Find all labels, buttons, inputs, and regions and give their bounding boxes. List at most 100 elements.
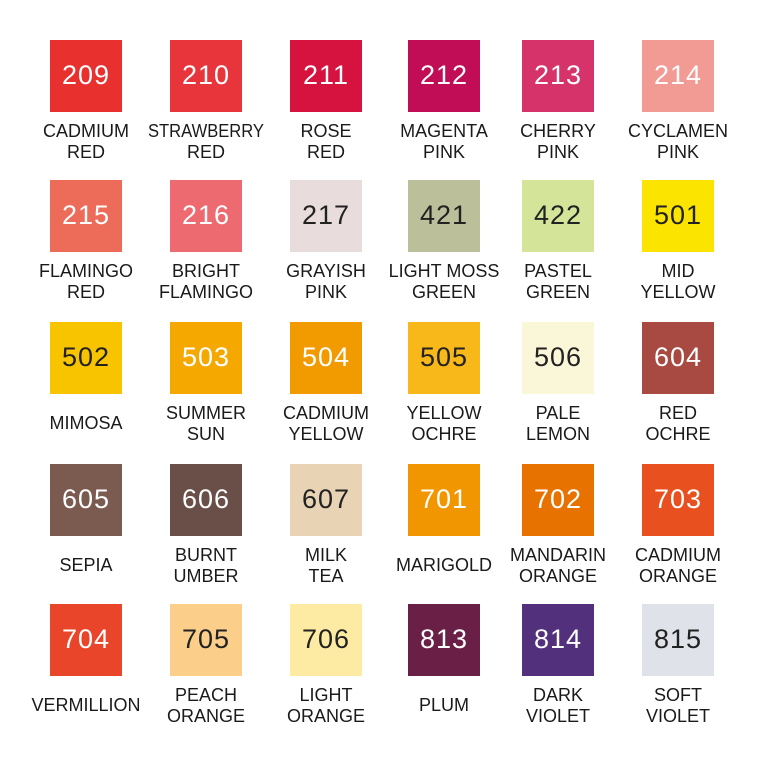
- swatch-name: SUMMER: [166, 403, 246, 423]
- swatch-code: 422: [534, 200, 582, 230]
- swatch: [170, 322, 242, 394]
- swatch: [290, 604, 362, 676]
- swatch: [290, 180, 362, 252]
- swatch: [642, 180, 714, 252]
- swatch-code: 604: [654, 342, 702, 372]
- swatch-code: 701: [420, 484, 468, 514]
- swatch-name: STRAWBERRY: [148, 121, 264, 141]
- swatch-name: GREEN: [412, 282, 476, 302]
- swatch-name: MANDARIN: [510, 545, 606, 565]
- swatch-name: BRIGHT: [172, 261, 240, 281]
- swatch-name: CADMIUM: [43, 121, 129, 141]
- swatch-name: ORANGE: [639, 566, 717, 586]
- swatch-name: TEA: [308, 566, 343, 586]
- swatch-name: SUN: [187, 424, 225, 444]
- swatch-name: PINK: [305, 282, 347, 302]
- swatch-code: 210: [182, 60, 230, 90]
- swatch-name: LEMON: [526, 424, 590, 444]
- swatch-name: YELLOW: [288, 424, 363, 444]
- swatch-name: VIOLET: [646, 706, 710, 726]
- swatch-code: 209: [62, 60, 110, 90]
- swatch-name: MIMOSA: [49, 413, 122, 433]
- swatch: [290, 464, 362, 536]
- swatch: [50, 464, 122, 536]
- swatch-code: 211: [303, 60, 349, 90]
- swatch: [170, 40, 242, 112]
- swatch-name: CHERRY: [520, 121, 596, 141]
- swatch-code: 815: [654, 624, 702, 654]
- swatch-name: VERMILLION: [31, 695, 140, 715]
- swatch-name: PASTEL: [524, 261, 592, 281]
- swatch-name: DARK: [533, 685, 583, 705]
- swatch-code: 704: [62, 624, 110, 654]
- swatch-code: 421: [420, 200, 468, 230]
- swatch-name: OCHRE: [411, 424, 476, 444]
- swatch-name: CADMIUM: [635, 545, 721, 565]
- swatch-name: OCHRE: [645, 424, 710, 444]
- swatch: [50, 604, 122, 676]
- swatch-name: RED: [67, 282, 105, 302]
- swatch-name: CADMIUM: [283, 403, 369, 423]
- swatch: [642, 322, 714, 394]
- swatch-name: MAGENTA: [400, 121, 488, 141]
- swatch-name: RED: [67, 142, 105, 162]
- swatch: [170, 464, 242, 536]
- swatch: [642, 464, 714, 536]
- swatch: [522, 604, 594, 676]
- swatch-code: 503: [182, 342, 230, 372]
- swatch: [522, 322, 594, 394]
- swatch-name: ORANGE: [287, 706, 365, 726]
- swatch: [50, 322, 122, 394]
- swatch-name: MARIGOLD: [396, 555, 492, 575]
- swatch-code: 703: [654, 484, 702, 514]
- swatch-code: 214: [654, 60, 702, 90]
- swatch: [408, 40, 480, 112]
- swatch: [170, 604, 242, 676]
- swatch-code: 505: [420, 342, 468, 372]
- swatch-code: 702: [534, 484, 582, 514]
- swatch-name: SOFT: [654, 685, 702, 705]
- swatch: [522, 40, 594, 112]
- swatch-name: RED: [307, 142, 345, 162]
- swatch-name: PINK: [537, 142, 579, 162]
- swatch-name: CYCLAMEN: [628, 121, 728, 141]
- swatch: [290, 40, 362, 112]
- swatch-name: MID: [662, 261, 695, 281]
- swatch-name: FLAMINGO: [39, 261, 133, 281]
- swatch-name: VIOLET: [526, 706, 590, 726]
- swatch: [642, 604, 714, 676]
- swatch: [290, 322, 362, 394]
- swatch-code: 605: [62, 484, 110, 514]
- swatch-code: 217: [302, 200, 350, 230]
- swatch: [642, 40, 714, 112]
- swatch-code: 506: [534, 342, 582, 372]
- swatch-name: PLUM: [419, 695, 469, 715]
- swatch-code: 501: [654, 200, 702, 230]
- swatch-code: 212: [420, 60, 468, 90]
- swatch: [170, 180, 242, 252]
- swatch-name: ORANGE: [519, 566, 597, 586]
- swatch-code: 216: [182, 200, 230, 230]
- swatch: [50, 180, 122, 252]
- swatch: [408, 464, 480, 536]
- swatch-code: 504: [302, 342, 350, 372]
- swatch-code: 706: [302, 624, 350, 654]
- swatch-code: 213: [534, 60, 582, 90]
- swatch-code: 814: [534, 624, 582, 654]
- swatch-name: GREEN: [526, 282, 590, 302]
- swatch-name: PINK: [657, 142, 699, 162]
- swatch: [408, 180, 480, 252]
- swatch-name: ROSE: [300, 121, 351, 141]
- swatch-name: RED: [659, 403, 697, 423]
- swatch-name: BURNT: [175, 545, 237, 565]
- swatch-name: FLAMINGO: [159, 282, 253, 302]
- swatch-name: PEACH: [175, 685, 237, 705]
- swatch-code: 705: [182, 624, 230, 654]
- swatch-name: PINK: [423, 142, 465, 162]
- swatch: [522, 464, 594, 536]
- swatch-code: 215: [62, 200, 110, 230]
- swatch-name: PALE: [536, 403, 581, 423]
- swatch: [522, 180, 594, 252]
